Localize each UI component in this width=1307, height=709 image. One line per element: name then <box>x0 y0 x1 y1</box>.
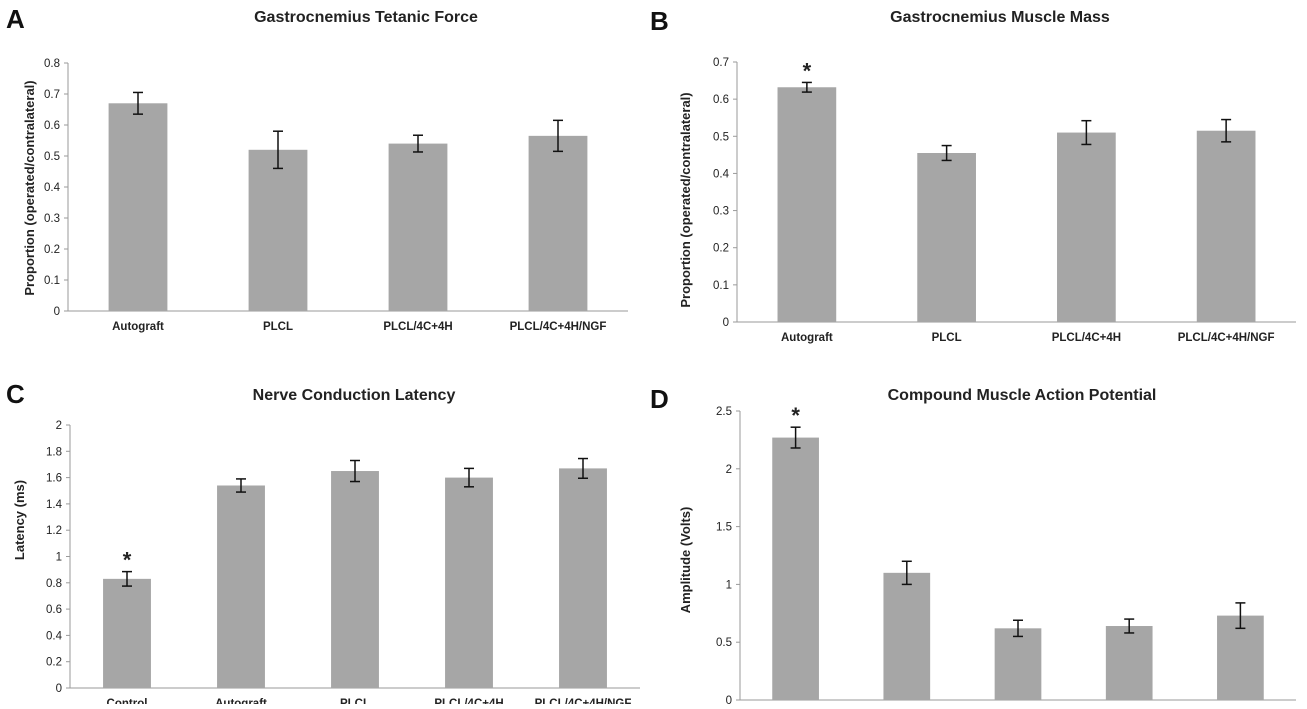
panel-letter-a: A <box>6 4 25 34</box>
y-tick-label-a: 0 <box>54 306 60 318</box>
bar-c <box>445 477 493 688</box>
y-tick-label-b: 0.4 <box>713 168 730 180</box>
y-tick-label-d: 0 <box>726 695 732 704</box>
y-tick-label-a: 0.8 <box>44 58 60 70</box>
y-tick-label-d: 1 <box>726 579 732 591</box>
plot-area-d: 00.511.522.5Control*AutograftPLCLPLCL/4C… <box>716 403 1296 707</box>
category-label-a: PLCL <box>263 321 293 333</box>
y-tick-label-b: 0.6 <box>713 94 729 106</box>
bar-a <box>528 135 588 311</box>
y-tick-label-b: 0 <box>723 317 729 329</box>
chart-title-a: Gastrocnemius Tetanic Force <box>254 9 478 26</box>
chart-panel-d: D Compound Muscle Action Potential Ampli… <box>650 384 1296 707</box>
bar-d <box>772 437 819 700</box>
chart-title-d: Compound Muscle Action Potential <box>888 387 1157 404</box>
y-tick-label-d: 2.5 <box>716 406 732 418</box>
bar-d <box>994 628 1042 700</box>
significance-marker-c: * <box>123 548 132 573</box>
y-tick-label-c: 1.2 <box>46 525 62 537</box>
y-tick-label-d: 1.5 <box>716 522 732 534</box>
bar-a <box>108 103 168 311</box>
significance-marker-d: * <box>791 403 800 428</box>
plot-area-b: 0 0.1 0.2 0.3 0.4 0.5 0.6 0.7 Autograft * PLCL PLCL… <box>713 57 1296 344</box>
chart-title-b: Gastrocnemius Muscle Mass <box>890 9 1110 26</box>
y-tick-label-c: 1.4 <box>46 499 63 511</box>
y-tick-label-c: 1 <box>56 552 62 564</box>
bar-d <box>883 572 931 700</box>
y-axis-title-b: Proportion (operated/contralateral) <box>678 92 693 307</box>
y-axis-title-c: Latency (ms) <box>12 480 27 560</box>
y-tick-label-c: 0.6 <box>46 604 62 616</box>
category-label-b: PLCL <box>932 332 962 344</box>
category-label-a: PLCL/4C+4H/NGF <box>510 321 607 333</box>
bar-c <box>559 468 607 688</box>
y-tick-label-c: 1.8 <box>46 446 62 458</box>
category-label-c: Control <box>107 698 148 704</box>
category-label-a: PLCL/4C+4H <box>383 321 452 333</box>
bar-b <box>1196 130 1256 322</box>
y-tick-label-b: 0.2 <box>713 243 729 255</box>
y-tick-label-a: 0.1 <box>44 275 60 287</box>
chart-title-c: Nerve Conduction Latency <box>253 387 456 404</box>
bar-a <box>248 149 308 311</box>
y-axis-title-d: Amplitude (Volts) <box>678 507 693 614</box>
y-tick-label-c: 0.4 <box>46 630 63 642</box>
bar-b <box>1057 132 1116 322</box>
bar-b <box>917 153 976 322</box>
category-label-c: PLCL/4C+4H <box>434 698 503 704</box>
bar-d <box>1217 615 1264 700</box>
y-tick-label-c: 0.8 <box>46 578 62 590</box>
chart-panel-c: C Nerve Conduction Latency Latency (ms) … <box>6 379 640 709</box>
panel-letter-b: B <box>650 6 669 36</box>
panel-letter-d: D <box>650 384 669 414</box>
category-label-c: Autograft <box>215 698 267 704</box>
plot-area-c: 0 0.2 0.4 0.6 0.8 1 1.2 1.4 1.6 1.8 2 Control * Autog… <box>46 420 640 709</box>
y-tick-label-d: 2 <box>726 464 732 476</box>
y-tick-label-a: 0.2 <box>44 244 60 256</box>
y-tick-label-c: 0.2 <box>46 657 62 669</box>
bar-b <box>777 87 837 322</box>
y-tick-label-c: 1.6 <box>46 473 62 485</box>
y-tick-label-b: 0.7 <box>713 57 729 69</box>
category-label-c: PLCL/4C+4H/NGF <box>535 698 632 704</box>
chart-panel-a: A Gastrocnemius Tetanic Force Proportion… <box>6 4 628 333</box>
y-tick-label-b: 0.1 <box>713 280 729 292</box>
y-tick-label-d: 0.5 <box>716 637 732 649</box>
y-tick-label-a: 0.6 <box>44 120 60 132</box>
bar-d <box>1105 626 1153 700</box>
category-label-b: Autograft <box>781 332 833 344</box>
y-tick-label-c: 2 <box>56 420 62 432</box>
plot-area-a: 0 0.1 0.2 0.3 0.4 0.5 0.6 0.7 0.8 Autograft PLCL PL… <box>44 58 628 333</box>
bar-c <box>331 471 379 688</box>
y-tick-label-a: 0.7 <box>44 89 60 101</box>
y-axis-title-a: Proportion (operated/contralateral) <box>22 80 37 295</box>
chart-panel-b: B Gastrocnemius Muscle Mass Proportion (… <box>650 6 1296 344</box>
category-label-c: PLCL <box>340 698 370 704</box>
y-tick-label-b: 0.3 <box>713 206 729 218</box>
category-label-b: PLCL/4C+4H <box>1052 332 1121 344</box>
y-tick-label-a: 0.3 <box>44 213 60 225</box>
panel-letter-c: C <box>6 379 25 409</box>
y-tick-label-c: 0 <box>56 683 62 695</box>
category-label-b: PLCL/4C+4H/NGF <box>1178 332 1275 344</box>
bar-a <box>388 143 448 311</box>
bar-c <box>217 485 265 688</box>
bar-c <box>103 578 151 688</box>
y-tick-label-a: 0.4 <box>44 182 61 194</box>
category-label-a: Autograft <box>112 321 164 333</box>
y-tick-label-b: 0.5 <box>713 131 729 143</box>
significance-marker-b: * <box>803 58 812 83</box>
y-tick-label-a: 0.5 <box>44 151 60 163</box>
